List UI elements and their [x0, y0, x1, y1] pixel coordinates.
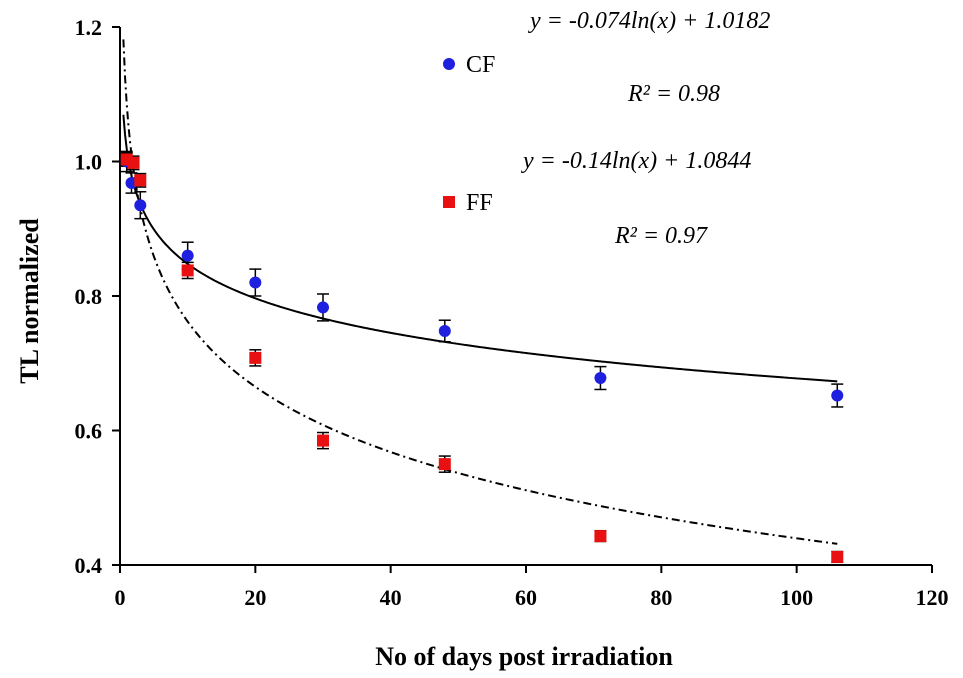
y-axis-label: TL normalized — [15, 218, 44, 384]
ff-point — [127, 156, 140, 169]
legend-ff-marker — [443, 196, 455, 208]
ff-point — [594, 530, 607, 543]
y-tick-label: 0.4 — [75, 553, 103, 578]
ff-point — [181, 264, 194, 277]
x-tick-label: 100 — [780, 585, 813, 610]
x-tick-label: 120 — [916, 585, 949, 610]
cf-fit-equation: y = -0.074ln(x) + 1.0182 — [528, 8, 770, 34]
axes — [119, 27, 932, 566]
x-tick-label: 20 — [244, 585, 266, 610]
ff-fit-r-squared: R² = 0.97 — [614, 223, 708, 249]
x-tick-label: 0 — [115, 585, 126, 610]
ff-point — [120, 153, 133, 166]
legend-ff-label: FF — [466, 190, 493, 216]
x-axis-label: No of days post irradiation — [375, 642, 673, 671]
data-points — [120, 153, 844, 563]
legend-cf-marker — [443, 58, 455, 70]
y-tick-label: 1.0 — [75, 150, 103, 175]
cf-fit-r-squared: R² = 0.98 — [627, 81, 720, 107]
x-tick-label: 60 — [515, 585, 537, 610]
cf-point — [831, 389, 844, 402]
legend: CF FF — [443, 52, 495, 216]
y-tick-label: 0.8 — [75, 284, 103, 309]
ff-point — [249, 351, 262, 364]
cf-point — [438, 324, 451, 337]
cf-point — [181, 249, 194, 262]
cf-fit-curve — [122, 114, 838, 383]
ff-fit-curve — [122, 39, 838, 545]
cf-point — [317, 301, 329, 314]
ff-point — [134, 174, 147, 187]
ff-fit-equation: y = -0.14ln(x) + 1.0844 — [521, 148, 751, 174]
ticks: 0 20 40 60 80 100 120 0.4 0.6 0.8 1.0 1.2 — [75, 15, 949, 610]
cf-point — [249, 276, 262, 289]
fit-annotations: y = -0.074ln(x) + 1.0182 R² = 0.98 y = -… — [521, 8, 770, 249]
cf-point — [134, 199, 147, 212]
x-tick-label: 80 — [650, 585, 672, 610]
legend-cf-label: CF — [466, 52, 495, 78]
ff-point — [438, 458, 451, 471]
cf-point — [594, 372, 607, 385]
ff-point — [317, 434, 329, 447]
ff-point — [831, 550, 844, 563]
fit-curves — [122, 39, 838, 545]
x-tick-label: 40 — [380, 585, 402, 610]
y-tick-label: 0.6 — [75, 419, 103, 444]
y-tick-label: 1.2 — [75, 15, 103, 40]
